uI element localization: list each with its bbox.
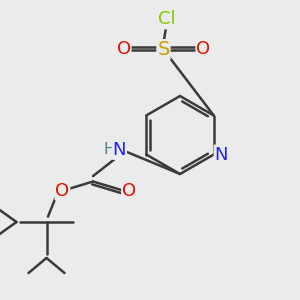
Text: O: O	[55, 182, 70, 200]
Text: Cl: Cl	[158, 11, 175, 28]
Text: N: N	[214, 146, 228, 164]
Text: O: O	[116, 40, 131, 58]
Text: H: H	[104, 142, 115, 158]
Text: S: S	[157, 40, 170, 59]
Text: O: O	[122, 182, 136, 200]
Text: O: O	[196, 40, 211, 58]
Text: N: N	[113, 141, 126, 159]
